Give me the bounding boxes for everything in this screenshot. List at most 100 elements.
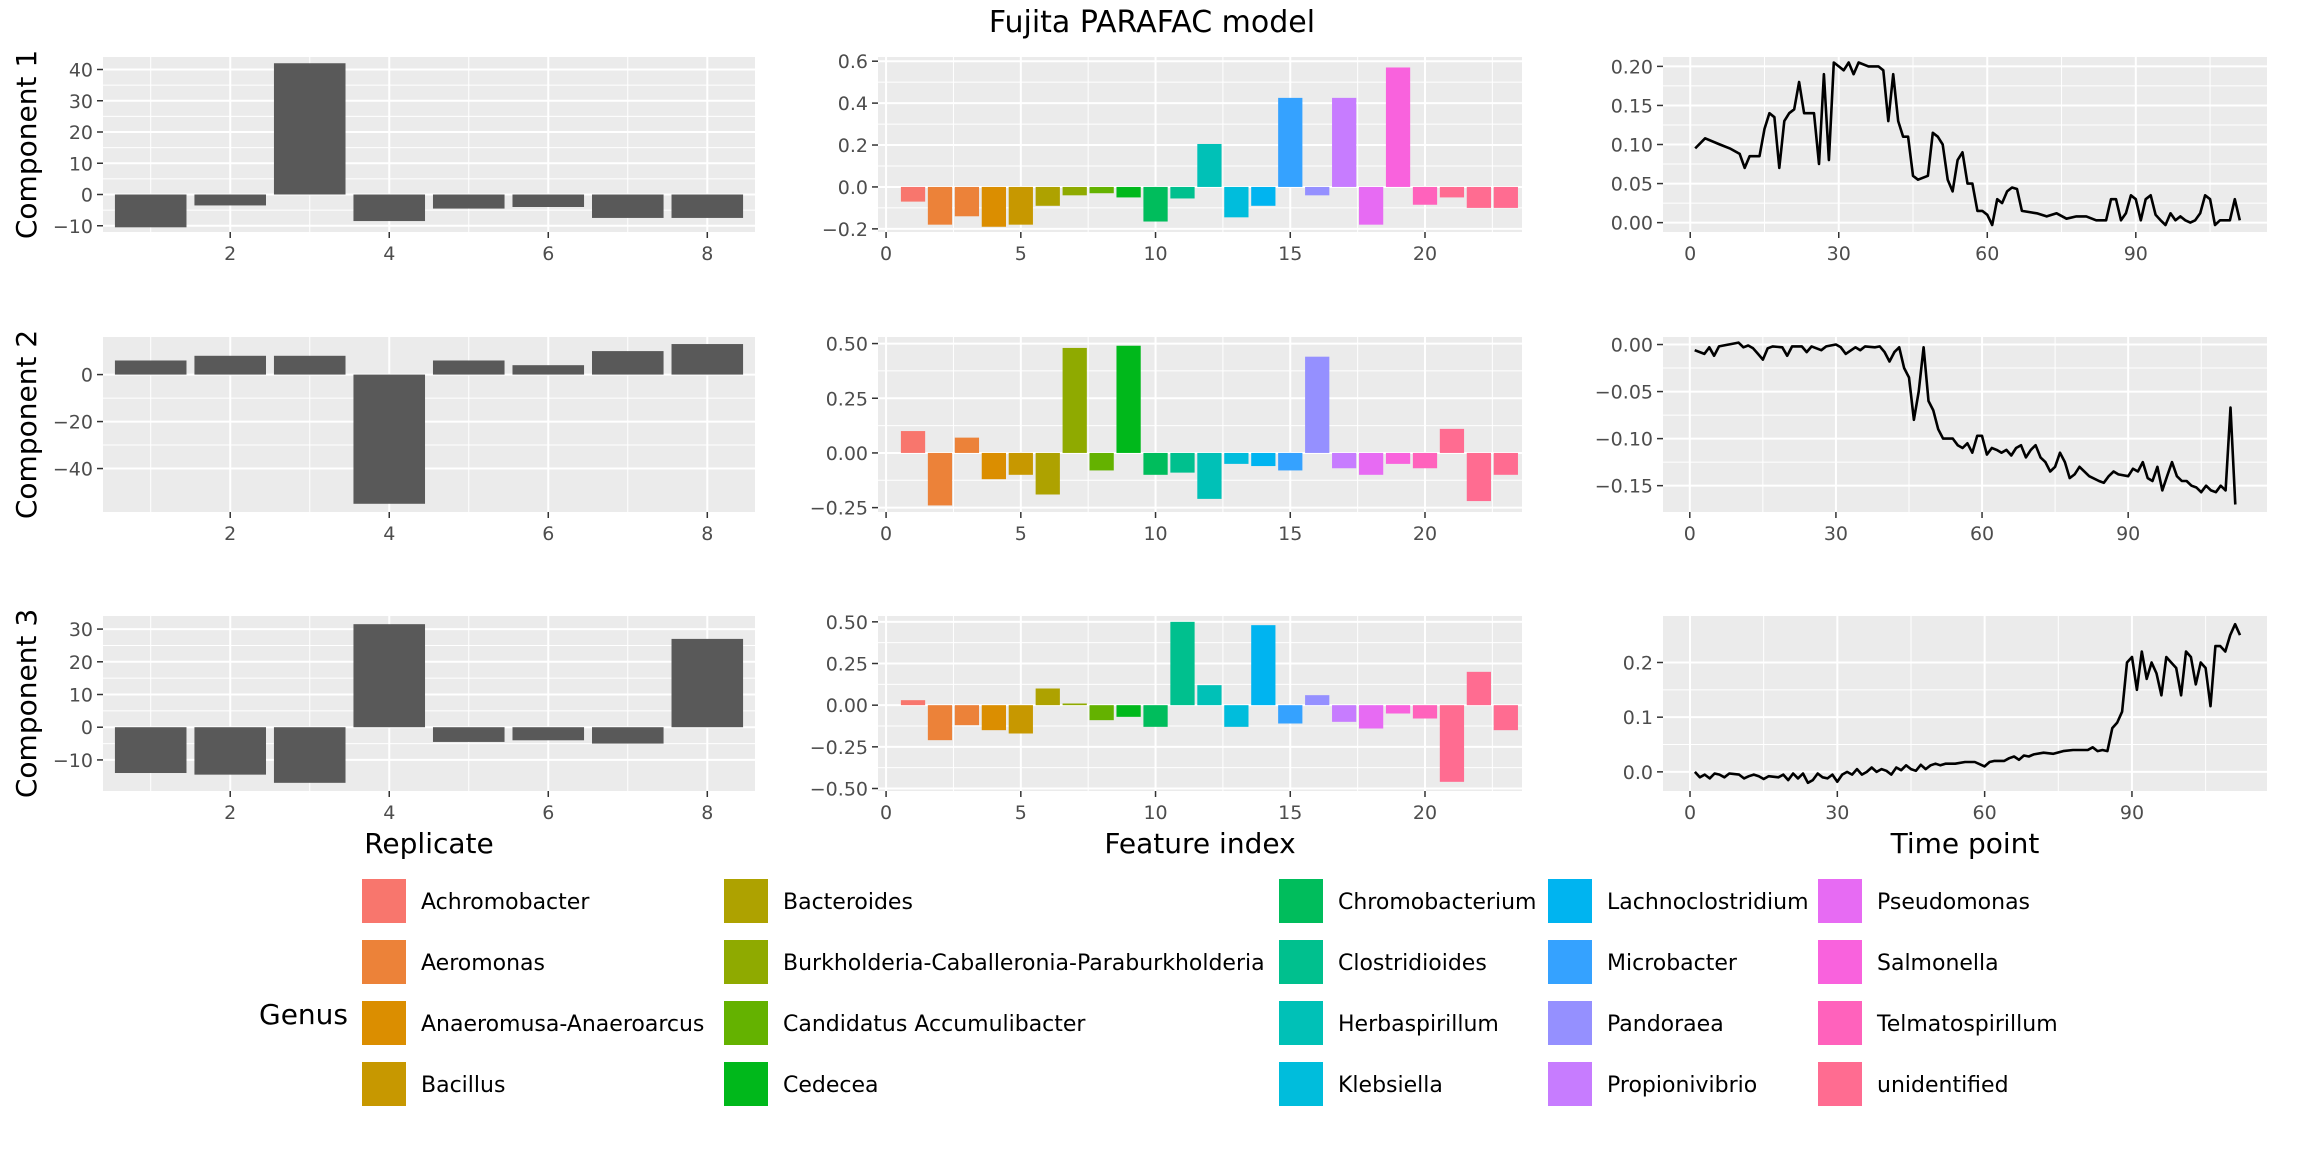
feature-bar: [1332, 97, 1357, 187]
feature-bar: [1143, 452, 1168, 475]
x-tick-label: 2: [224, 802, 236, 824]
feature-bar: [1305, 695, 1330, 706]
legend-swatch: [724, 1001, 768, 1045]
feature-bar: [1197, 685, 1222, 706]
x-tick-label: 6: [542, 243, 554, 265]
x-tick-label: 0: [880, 802, 892, 824]
feature-bar: [1035, 688, 1060, 706]
replicate-bar: [512, 727, 585, 741]
feature-bar: [1358, 452, 1384, 475]
y-tick-label: 30: [69, 91, 93, 113]
y-tick-label: 0.00: [1611, 335, 1653, 357]
legend-item: Candidatus Accumulibacter: [724, 1001, 1086, 1045]
x-tick-label: 15: [1278, 802, 1302, 824]
y-tick-label: 10: [69, 153, 93, 175]
feature-bar: [1008, 186, 1033, 225]
replicate-bar: [592, 351, 664, 375]
replicate-bar: [432, 194, 505, 209]
feature-bar: [1332, 452, 1357, 469]
feature-bar: [1035, 452, 1060, 495]
replicate-bar: [114, 727, 187, 774]
y-tick-label: 0.00: [826, 443, 868, 465]
feature-bar: [1062, 186, 1087, 196]
y-tick-label: −0.25: [810, 498, 868, 520]
feature-bar: [1170, 186, 1195, 199]
x-tick-label: 8: [701, 243, 713, 265]
feature-bar: [1116, 705, 1141, 717]
panel-replicate-1: −10 0 10 20 30 40 2 4 6 8: [53, 57, 755, 265]
feature-bar: [900, 186, 926, 202]
replicate-bar: [353, 194, 426, 222]
legend-item: Klebsiella: [1279, 1062, 1443, 1106]
figure-title: Fujita PARAFAC model: [989, 5, 1315, 40]
panel-background: [1663, 616, 2267, 791]
feature-bar: [981, 186, 1006, 227]
panel-feature-2: −0.25 0.00 0.25 0.50 0 5 10 15 20: [810, 334, 1522, 545]
feature-bar: [1385, 705, 1411, 714]
x-tick-label: 15: [1278, 243, 1302, 265]
legend-item: Clostridioides: [1279, 940, 1487, 984]
feature-bar: [1143, 705, 1168, 727]
legend-item: Chromobacterium: [1279, 879, 1536, 923]
x-tick-label: 10: [1143, 802, 1167, 824]
panel-feature-3: −0.50 −0.25 0.00 0.25 0.50 0 5 10 15 20: [810, 612, 1522, 824]
time-series-line: [1693, 622, 2242, 785]
legend-item: Aeromonas: [362, 940, 545, 984]
feature-bar: [1035, 186, 1060, 206]
legend-label: Pandoraea: [1607, 1012, 1724, 1037]
x-tick-label: 8: [701, 802, 713, 824]
feature-bar: [1143, 186, 1168, 222]
feature-bar: [981, 452, 1006, 480]
legend-label: Anaeromusa-Anaeroarcus: [421, 1012, 704, 1037]
panel-time-2: 0.00 −0.05 −0.10 −0.15 0 30 60 90: [1595, 335, 2267, 545]
feature-bar: [900, 431, 926, 453]
x-tick-label: 0: [1684, 802, 1696, 824]
legend-item: Pseudomonas: [1818, 879, 2030, 923]
y-tick-label: −0.10: [1595, 429, 1653, 451]
y-tick-label: −20: [53, 412, 93, 434]
y-tick-label: 0.25: [826, 388, 868, 410]
x-tick-label: 5: [1015, 243, 1027, 265]
replicate-bar: [671, 638, 744, 728]
feature-bar: [1305, 186, 1330, 196]
replicate-bar: [353, 624, 426, 728]
legend-label: Herbaspirillum: [1338, 1012, 1499, 1037]
legend-item: Burkholderia-Caballeronia-Paraburkholder…: [724, 940, 1265, 984]
replicate-bar: [512, 365, 585, 375]
feature-bar: [1251, 186, 1276, 206]
feature-bar: [927, 186, 953, 225]
y-tick-label: 0.50: [826, 334, 868, 356]
legend-swatch: [1279, 1001, 1323, 1045]
panel-time-3: 0.0 0.1 0.2 0 30 60 90: [1623, 616, 2267, 824]
feature-bar: [1089, 186, 1114, 194]
x-tick-label: 4: [383, 523, 395, 545]
y-tick-label: −40: [53, 459, 93, 481]
legend-label: Aeromonas: [421, 951, 545, 976]
legend-swatch: [1818, 879, 1862, 923]
x-tick-label: 20: [1413, 523, 1437, 545]
y-tick-label: 0.00: [1611, 213, 1653, 235]
feature-bar: [1251, 625, 1276, 706]
x-tick-label: 4: [383, 802, 395, 824]
y-tick-label: 10: [69, 685, 93, 707]
legend-label: Lachnoclostridium: [1607, 890, 1809, 915]
panel-feature-1: −0.2 0.0 0.2 0.4 0.6 0 5 10 15 20: [822, 51, 1522, 265]
feature-bar: [1412, 705, 1438, 719]
legend-label: Klebsiella: [1338, 1073, 1443, 1098]
replicate-bar: [512, 194, 585, 207]
y-tick-label: −0.05: [1595, 382, 1653, 404]
y-tick-label: 0.4: [838, 93, 868, 115]
y-tick-label: 0.1: [1623, 707, 1653, 729]
y-tick-label: 20: [69, 122, 93, 144]
feature-bar: [954, 186, 980, 217]
feature-bar: [1466, 186, 1492, 208]
legend-item: Anaeromusa-Anaeroarcus: [362, 1001, 704, 1045]
x-tick-label: 60: [1973, 802, 1997, 824]
legend-item: Achromobacter: [362, 879, 590, 923]
feature-bar: [1305, 356, 1330, 453]
feature-bar: [1412, 186, 1438, 205]
legend-swatch: [1279, 879, 1323, 923]
feature-bar: [1197, 452, 1222, 499]
feature-bar: [1116, 345, 1141, 453]
